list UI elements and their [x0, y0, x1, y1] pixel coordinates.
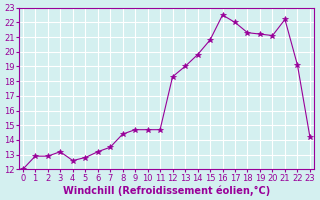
X-axis label: Windchill (Refroidissement éolien,°C): Windchill (Refroidissement éolien,°C)	[63, 185, 270, 196]
